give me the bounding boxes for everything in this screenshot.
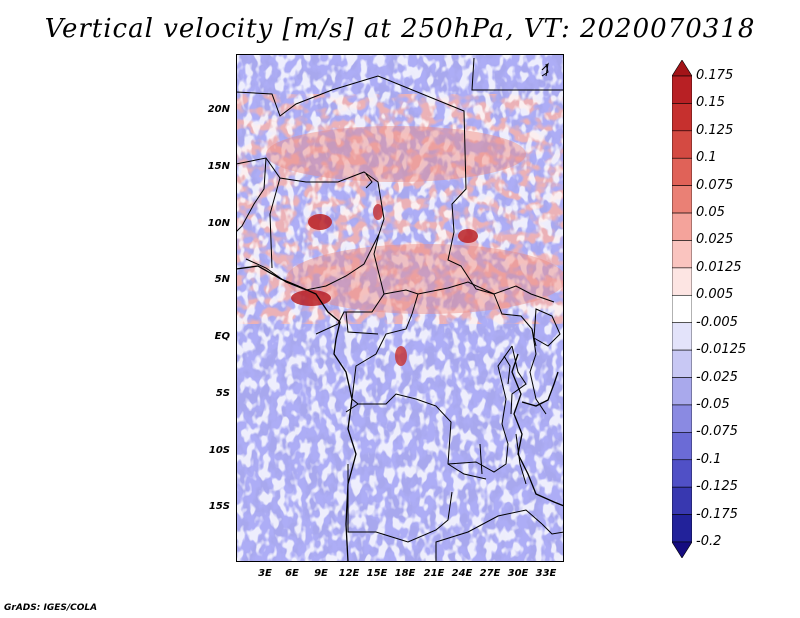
lon-label-6e: 6E bbox=[285, 568, 299, 579]
colorbar-label: -0.005 bbox=[696, 314, 738, 330]
colorbar-label: 0.075 bbox=[696, 177, 734, 193]
colorbar bbox=[672, 60, 692, 558]
lon-label-21e: 21E bbox=[423, 568, 445, 579]
lat-label-15n: 15N bbox=[207, 161, 230, 172]
red-band-sahel bbox=[266, 126, 526, 182]
colorbar-label: 0.15 bbox=[696, 95, 725, 111]
colorbar-label: -0.075 bbox=[696, 424, 738, 440]
colorbar-label: 0.025 bbox=[696, 232, 734, 248]
lon-label-27e: 27E bbox=[479, 568, 501, 579]
lon-label-30e: 30E bbox=[507, 568, 529, 579]
lat-label-10s: 10S bbox=[208, 445, 230, 456]
colorbar-label: 0.175 bbox=[696, 68, 734, 83]
colorbar-bin bbox=[672, 212, 692, 241]
colorbar-label: -0.05 bbox=[696, 396, 730, 412]
colorbar-bin bbox=[672, 240, 692, 269]
colorbar-label: 0.0125 bbox=[696, 259, 742, 275]
colorbar-bin bbox=[672, 377, 692, 406]
colorbar-label: -0.025 bbox=[696, 369, 738, 385]
colorbar-bin bbox=[672, 157, 692, 186]
vertical-velocity-map bbox=[236, 54, 564, 562]
colorbar-bin bbox=[672, 185, 692, 214]
colorbar-label: -0.125 bbox=[696, 479, 738, 495]
lakes bbox=[365, 63, 561, 485]
colorbar-bin bbox=[672, 130, 692, 159]
colorbar-bin bbox=[672, 459, 692, 488]
lat-label-20n: 20N bbox=[207, 104, 230, 115]
red-band-central bbox=[286, 244, 564, 314]
colorbar-top-arrow bbox=[672, 60, 692, 77]
colorbar-bin bbox=[672, 404, 692, 433]
colorbar-label: 0.1 bbox=[696, 150, 717, 166]
colorbar-bin bbox=[672, 267, 692, 296]
colorbar-bin bbox=[672, 103, 692, 132]
colorbar-label: 0.125 bbox=[696, 122, 734, 138]
colorbar-bin bbox=[672, 514, 692, 543]
lon-label-9e: 9E bbox=[314, 568, 328, 579]
updraft-core-nigeria bbox=[308, 214, 332, 230]
lat-label-eq: EQ bbox=[214, 331, 230, 342]
colorbar-label: -0.1 bbox=[696, 451, 722, 467]
colorbar-label: -0.0125 bbox=[696, 342, 747, 358]
colorbar-label: -0.2 bbox=[696, 534, 722, 549]
lon-label-24e: 24E bbox=[451, 568, 473, 579]
lat-label-15s: 15S bbox=[208, 501, 230, 512]
updraft-core-congo bbox=[395, 346, 407, 366]
lon-label-3e: 3E bbox=[258, 568, 272, 579]
lon-label-33e: 33E bbox=[535, 568, 557, 579]
colorbar-bin bbox=[672, 75, 692, 104]
colorbar-label: -0.175 bbox=[696, 506, 738, 522]
colorbar-bin bbox=[672, 432, 692, 461]
lat-label-10n: 10N bbox=[207, 218, 230, 229]
lat-label-5s: 5S bbox=[215, 388, 230, 399]
colorbar-label: 0.05 bbox=[696, 205, 725, 221]
lon-label-12e: 12E bbox=[338, 568, 360, 579]
field-white-texture bbox=[236, 54, 564, 562]
lat-label-5n: 5N bbox=[214, 274, 230, 285]
colorbar-bin bbox=[672, 322, 692, 351]
updraft-core-car bbox=[458, 229, 478, 243]
colorbar-label: 0.005 bbox=[696, 287, 734, 303]
grads-credit: GrADS: IGES/COLA bbox=[4, 603, 98, 613]
map-frame bbox=[236, 54, 564, 562]
colorbar-bin bbox=[672, 294, 692, 324]
colorbar-bottom-arrow bbox=[672, 541, 692, 558]
colorbar-bin bbox=[672, 349, 692, 378]
colorbar-bin bbox=[672, 486, 692, 515]
lon-label-18e: 18E bbox=[394, 568, 416, 579]
lon-label-15e: 15E bbox=[366, 568, 388, 579]
updraft-core-cameroon bbox=[373, 204, 383, 220]
country-borders bbox=[236, 57, 564, 562]
chart-title: Vertical velocity [m/s] at 250hPa, VT: 2… bbox=[44, 14, 756, 44]
coastline bbox=[236, 265, 564, 562]
